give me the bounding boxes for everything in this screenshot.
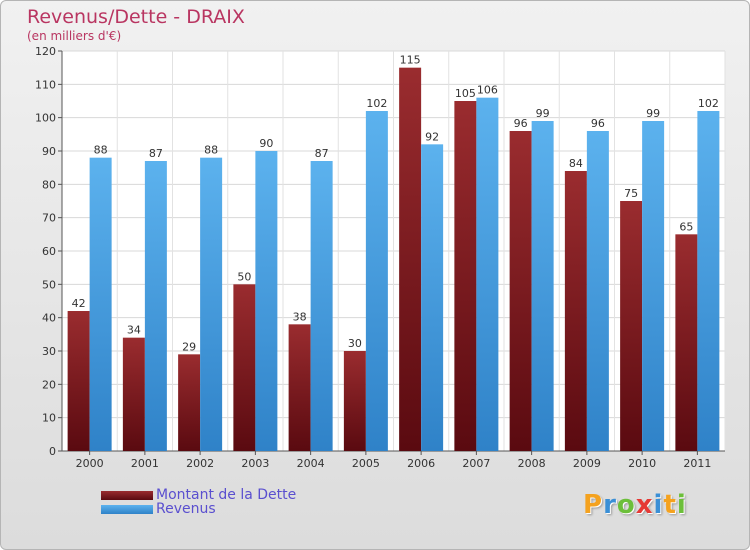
x-tick-label: 2004 [297,457,325,470]
data-label: 90 [259,137,273,150]
data-label: 50 [237,270,251,283]
y-tick-label: 50 [42,278,56,291]
data-label: 34 [127,324,141,337]
bar-revenus [476,97,499,452]
bar-dette [67,311,90,451]
data-label: 99 [536,107,550,120]
legend-item-dette: Montant de la Dette [101,487,296,503]
bar-revenus [310,161,333,451]
data-label: 88 [94,144,108,157]
bar-revenus [365,111,388,451]
bar-dette [233,284,256,451]
data-label: 115 [400,54,421,67]
x-tick-label: 2001 [131,457,159,470]
x-tick-label: 2010 [628,457,656,470]
x-tick-label: 2008 [518,457,546,470]
y-tick-label: 0 [49,445,56,458]
data-label: 105 [455,87,476,100]
x-tick-label: 2005 [352,457,380,470]
legend-label-dette: Montant de la Dette [156,487,297,503]
data-label: 102 [366,97,387,110]
axis-layer: 0 10 20 30 40 50 60 70 80 90 100 110 120 2000 2001 2002… [35,45,725,470]
data-label: 99 [646,107,660,120]
x-tick-label: 2003 [241,457,269,470]
legend-item-revenus: Revenus [101,501,216,517]
x-tick-label: 2007 [462,457,490,470]
data-label: 102 [698,97,719,110]
bar-revenus [421,144,444,452]
logo-letter: x [635,490,654,520]
data-label: 88 [204,144,218,157]
grid-layer [61,50,726,452]
bar-revenus [255,151,278,451]
y-tick-label: 40 [42,312,56,325]
y-tick-label: 110 [35,78,56,91]
data-label: 96 [514,117,528,130]
logo-letter: t [663,490,677,520]
logo-letter: i [676,490,687,520]
proxiti-logo: Proxiti [583,490,687,520]
bar-revenus [200,157,223,451]
bar-dette [564,171,587,451]
y-tick-label: 90 [42,145,56,158]
bar-dette [509,131,532,451]
logo-letter: P [583,490,604,520]
data-label: 75 [624,187,638,200]
y-tick-label: 30 [42,345,56,358]
x-tick-label: 2011 [683,457,711,470]
data-label: 29 [182,340,196,353]
data-label: 92 [425,130,439,143]
y-tick-label: 80 [42,178,56,191]
legend-label-revenus: Revenus [156,501,216,517]
bar-revenus [531,121,554,451]
x-tick-label: 2000 [76,457,104,470]
logo-letter: o [616,490,636,520]
data-label: 30 [348,337,362,350]
bar-dette [399,67,422,452]
x-tick-label: 2009 [573,457,601,470]
chart-title: Revenus/Dette - DRAIX [27,6,245,28]
bar-dette [620,201,643,451]
y-tick-label: 100 [35,112,56,125]
data-label: 87 [149,147,163,160]
bar-dette [343,351,366,451]
data-label: 106 [477,84,498,97]
bar-dette [288,324,311,451]
data-label: 38 [293,310,307,323]
bar-dette [122,337,145,451]
y-tick-label: 120 [35,45,56,58]
bar-revenus [697,111,720,451]
legend-swatch-revenus [101,504,153,514]
label-layer: 42 88 34 87 29 88 50 90 38 87 30 102 115 92 105 106 96 99… [72,54,719,354]
x-tick-label: 2002 [186,457,214,470]
data-label: 42 [72,297,86,310]
bar-dette [675,234,698,451]
y-tick-label: 60 [42,245,56,258]
data-label: 65 [679,220,693,233]
legend-swatch-dette [101,490,153,500]
x-tick-label: 2006 [407,457,435,470]
bar-revenus [144,161,167,451]
y-tick-label: 70 [42,212,56,225]
bar-revenus [89,157,112,451]
logo-letter: i [653,490,664,520]
bar-dette [454,101,477,451]
bar-revenus [642,121,665,451]
data-label: 96 [591,117,605,130]
bar-dette [178,354,201,451]
bar-revenus [586,131,609,451]
data-label: 87 [315,147,329,160]
chart-subtitle: (en milliers d'€) [27,29,122,43]
data-label: 84 [569,157,583,170]
bar-layer [67,67,720,452]
y-tick-label: 20 [42,378,56,391]
y-tick-label: 10 [42,412,56,425]
logo-letter: r [603,490,617,520]
